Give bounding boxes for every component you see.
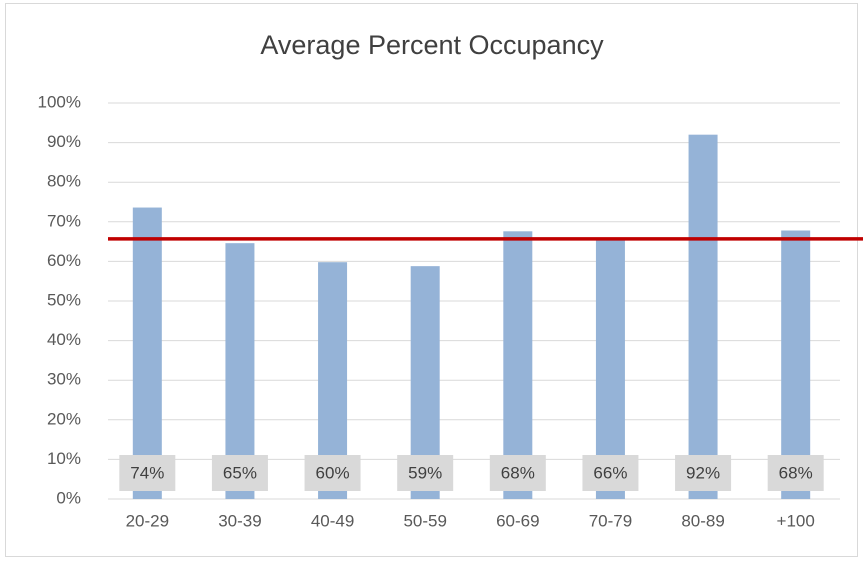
y-tick-label: 20%	[47, 409, 81, 428]
x-tick-label: 70-79	[589, 511, 632, 530]
x-tick-label: +100	[777, 511, 815, 530]
y-tick-label: 30%	[47, 370, 81, 389]
x-tick-label: 40-49	[311, 511, 354, 530]
x-tick-label: 30-39	[218, 511, 261, 530]
y-tick-label: 40%	[47, 330, 81, 349]
y-tick-label: 0%	[56, 488, 81, 507]
y-tick-label: 50%	[47, 290, 81, 309]
bar	[781, 230, 811, 499]
data-label-box	[489, 455, 546, 491]
data-label-box	[767, 455, 824, 491]
data-label-box	[582, 455, 639, 491]
x-tick-label: 20-29	[126, 511, 169, 530]
data-label: 74%	[130, 463, 164, 482]
data-label: 65%	[223, 463, 257, 482]
y-tick-label: 60%	[47, 251, 81, 270]
data-label-box	[397, 455, 454, 491]
bar	[132, 207, 162, 499]
x-tick-label: 60-69	[496, 511, 539, 530]
chart-title: Average Percent Occupancy	[260, 30, 604, 60]
data-label: 68%	[779, 463, 813, 482]
y-tick-label: 100%	[38, 92, 81, 111]
data-label-box	[304, 455, 361, 491]
data-label-box	[211, 455, 268, 491]
data-label: 60%	[316, 463, 350, 482]
data-label-box	[119, 455, 176, 491]
bar	[688, 134, 718, 499]
data-label: 68%	[501, 463, 535, 482]
data-label: 59%	[408, 463, 442, 482]
data-label: 66%	[593, 463, 627, 482]
y-tick-label: 10%	[47, 449, 81, 468]
y-tick-label: 90%	[47, 132, 81, 151]
bar	[503, 231, 533, 499]
x-tick-label: 50-59	[403, 511, 446, 530]
y-tick-label: 80%	[47, 172, 81, 191]
x-tick-label: 80-89	[681, 511, 724, 530]
data-label: 92%	[686, 463, 720, 482]
y-tick-label: 70%	[47, 211, 81, 230]
data-label-box	[675, 455, 732, 491]
